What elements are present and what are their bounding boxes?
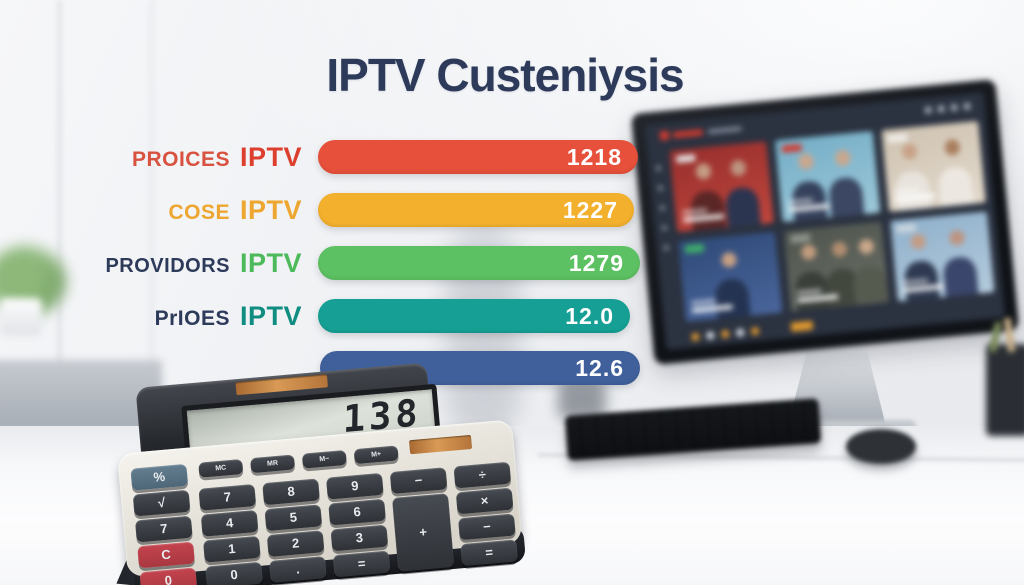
tv-bottom-dot <box>691 332 700 342</box>
bar: 1218 <box>318 140 638 174</box>
calc-key-MC: MC <box>198 458 244 478</box>
calc-key-%: % <box>130 463 189 491</box>
bar-row-brand: IPTV <box>239 301 302 331</box>
calc-key-3: 3 <box>330 524 389 552</box>
tv-topbar-icon <box>924 106 933 114</box>
tv-app-logo-text <box>672 129 704 139</box>
bar-row-label: PROICES IPTV <box>30 140 302 174</box>
bar-value: 12.6 <box>575 355 624 381</box>
tv-sidebar-icon <box>657 185 664 191</box>
bar-row-label: PrIOES IPTV <box>30 299 302 333</box>
bar-value: 1279 <box>568 250 624 276</box>
plant-pot <box>0 298 42 336</box>
tile-badge <box>790 233 811 243</box>
calc-key-÷: ÷ <box>453 461 512 489</box>
bar-value: 1227 <box>562 197 618 223</box>
calc-key-−: − <box>389 467 448 495</box>
calc-key-C: C <box>137 541 195 569</box>
calc-key-9: 9 <box>325 472 384 500</box>
bar-row-brand: IPTV <box>239 248 302 278</box>
bar-row-proices: PROICES IPTV 1218 <box>0 140 1024 174</box>
bar-value: 1218 <box>566 144 622 170</box>
calc-key-M−: M− <box>301 449 347 469</box>
tv-topbar-icon <box>937 105 946 113</box>
calc-key-5: 5 <box>264 504 323 532</box>
calculator: 138 MC MR M− M+% √ 7 C 0 7 8 9− ÷ 4 5 6 + × 1 2 3−0. = = <box>108 354 539 585</box>
calc-key-MR: MR <box>250 454 296 474</box>
calc-key-4: 4 <box>200 509 259 537</box>
cabinet <box>0 360 162 436</box>
tv-topbar-icon <box>950 103 958 112</box>
calc-key-8: 8 <box>262 478 320 506</box>
bar-row-providors: PROVIDORS IPTV 1279 <box>0 246 1024 280</box>
calc-key-1: 1 <box>203 535 261 563</box>
bar-row-word: PrIOES <box>154 307 230 330</box>
bar-row-label: PROVIDORS IPTV <box>30 246 302 280</box>
calc-key-×: × <box>455 487 514 515</box>
calc-key-0: 0 <box>205 561 263 585</box>
bar-row-brand: IPTV <box>239 142 302 172</box>
bar: 1227 <box>318 193 634 227</box>
calc-key-0: 0 <box>139 567 198 585</box>
calc-key-−: − <box>458 513 516 541</box>
solar-panel <box>235 374 329 396</box>
bar-row-brand: IPTV <box>239 195 302 225</box>
calc-key-2: 2 <box>266 530 325 558</box>
person-head <box>948 229 966 247</box>
bar-row-cose: COSE IPTV 1227 <box>0 193 1024 227</box>
calc-key-M+: M+ <box>353 445 399 465</box>
calc-key-7: 7 <box>134 515 193 543</box>
bar-row-word: PROVIDORS <box>105 255 230 277</box>
tv-topbar-icon <box>963 102 971 111</box>
calc-key-+: + <box>392 493 455 572</box>
calc-key-6: 6 <box>328 498 386 526</box>
solar-panel-2 <box>409 434 473 455</box>
bar: 1279 <box>318 246 640 280</box>
bar-row-prioes: PrIOES IPTV 12.0 <box>0 299 1024 333</box>
pen-cup <box>986 344 1024 436</box>
bar: 12.0 <box>318 299 630 333</box>
wall-seam <box>58 0 61 436</box>
tv-app-logo-icon <box>659 130 670 141</box>
calc-key-7: 7 <box>198 484 257 511</box>
mouse <box>846 429 916 464</box>
tv-app-header-text <box>707 126 742 134</box>
bar-row-label: COSE IPTV <box>30 193 302 227</box>
bar-row-word: COSE <box>168 201 230 224</box>
page-title: IPTV Custeniysis <box>326 49 684 101</box>
wall-seam-2 <box>150 0 153 380</box>
bar-value: 12.0 <box>565 303 614 329</box>
bar-row-word: PROICES <box>131 148 230 171</box>
calc-key-√: √ <box>132 489 191 517</box>
